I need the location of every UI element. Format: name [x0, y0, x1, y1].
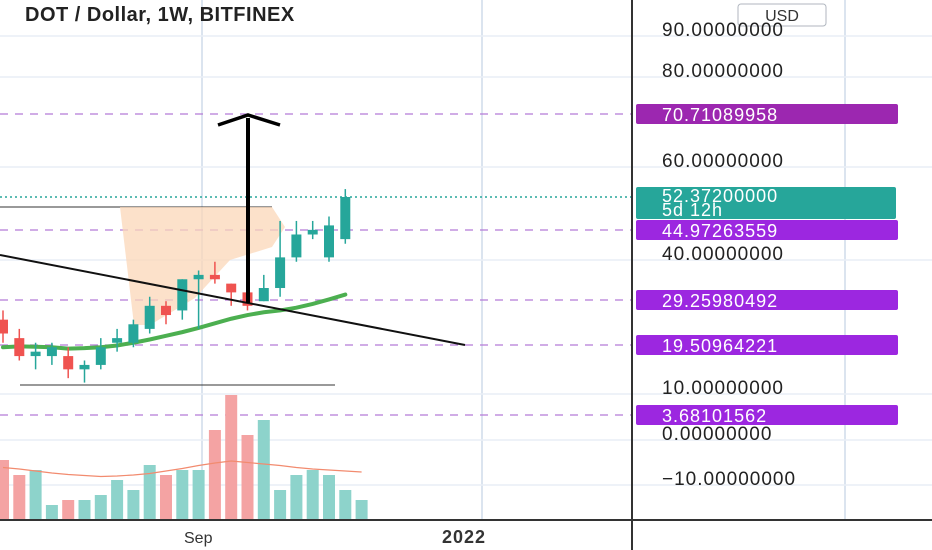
time-label-2022: 2022 [442, 527, 486, 547]
moving-average-line [1, 292, 348, 351]
volume-bar-16 [257, 420, 270, 520]
candle-body-18 [291, 234, 302, 258]
time-label-sep: Sep [184, 530, 213, 547]
volume-bar-7 [111, 480, 124, 520]
price-axis-ticks: 90.00000000 80.00000000 60.00000000 40.0000… [662, 20, 796, 490]
current-price-label: 52.37200000 [662, 186, 778, 206]
candle-body-12 [193, 274, 204, 280]
candle-body-1 [14, 338, 25, 357]
horizontal-grid [0, 35, 932, 486]
trend-line [0, 254, 466, 346]
level-badge-label-3: 19.50964221 [662, 336, 778, 356]
currency-button[interactable] [737, 3, 827, 27]
volume-bar-20 [323, 475, 335, 520]
price-tick-5: 0.00000000 [662, 424, 772, 445]
volume-bar-5 [78, 500, 91, 520]
candle-body-8 [128, 324, 139, 343]
level-badges: 70.71089958 44.97263559 29.25980492 19.5096… [636, 104, 898, 426]
level-badge-label-4: 3.68101562 [662, 406, 767, 426]
volume-bar-3 [45, 505, 58, 520]
chart-title: DOT / Dollar, 1W, BITFINEX [25, 4, 295, 26]
volume-bar-22 [355, 500, 368, 520]
candle-body-13 [209, 274, 220, 280]
candle-body-0 [0, 319, 8, 334]
price-tick-0: 90.00000000 [662, 20, 784, 41]
current-price-badge [636, 187, 896, 219]
level-badge-3 [636, 335, 898, 355]
level-badge-2 [636, 290, 898, 310]
volume-bar-6 [94, 495, 107, 520]
candle-body-5 [79, 364, 90, 370]
volume-bar-12 [192, 470, 205, 520]
candle-body-11 [177, 279, 188, 311]
volume-bar-15 [241, 435, 254, 520]
volume-ma-line [2, 460, 362, 478]
candle-body-7 [112, 338, 123, 343]
level-badge-label-2: 29.25980492 [662, 291, 778, 311]
candle-body-3 [46, 347, 57, 357]
volume-bar-0 [0, 460, 9, 520]
volume-bar-13 [208, 430, 221, 520]
candle-body-4 [63, 356, 74, 370]
volume-bar-17 [274, 490, 287, 520]
candle-body-21 [340, 197, 351, 240]
pattern-shape [120, 207, 285, 325]
price-tick-3: 40.00000000 [662, 244, 784, 265]
volume-bar-10 [160, 475, 172, 520]
currency-label: USD [765, 8, 799, 25]
volume-bar-2 [29, 470, 42, 520]
candle-body-17 [275, 257, 286, 289]
current-price-countdown: 5d 12h [662, 200, 723, 220]
volume-bar-19 [306, 470, 319, 520]
candle-body-6 [95, 347, 106, 365]
candle-body-19 [307, 229, 318, 235]
target-arrow-head [217, 113, 281, 127]
candle-body-14 [226, 283, 237, 293]
price-tick-1: 80.00000000 [662, 61, 784, 82]
price-tick-4: 10.00000000 [662, 378, 784, 399]
level-badge-1 [636, 220, 898, 240]
candle-body-9 [144, 305, 155, 329]
price-tick-6: −10.00000000 [662, 469, 796, 490]
price-tick-2: 60.00000000 [662, 151, 784, 172]
level-badge-0 [636, 104, 898, 124]
volume-bar-11 [176, 470, 189, 520]
volume-bar-1 [13, 475, 26, 520]
volume-bars [0, 395, 368, 520]
level-badge-label-1: 44.97263559 [662, 221, 778, 241]
candle-body-2 [30, 351, 41, 357]
level-badge-label-0: 70.71089958 [662, 105, 778, 125]
candle-body-10 [161, 305, 171, 316]
candle-body-20 [324, 225, 334, 258]
candle-body-16 [258, 288, 269, 302]
volume-bar-4 [62, 500, 75, 520]
volume-bar-18 [290, 475, 303, 520]
volume-bar-8 [127, 490, 140, 520]
volume-bar-14 [225, 395, 238, 520]
level-badge-4 [636, 405, 898, 425]
volume-bar-21 [339, 490, 352, 520]
volume-bar-9 [143, 465, 156, 520]
